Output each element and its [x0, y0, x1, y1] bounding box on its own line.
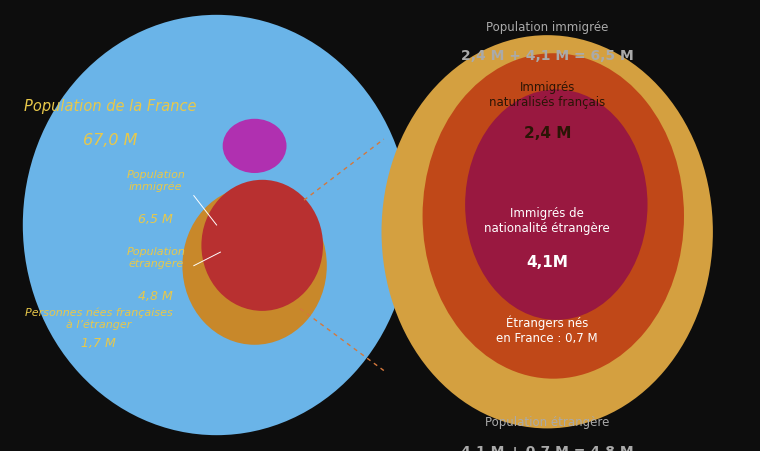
Ellipse shape — [382, 36, 713, 428]
Text: 4,1 M + 0,7 M = 4,8 M: 4,1 M + 0,7 M = 4,8 M — [461, 444, 634, 451]
Text: 4,8 M: 4,8 M — [138, 289, 173, 302]
Ellipse shape — [223, 120, 287, 174]
Text: Immigrés
naturalisés français: Immigrés naturalisés français — [489, 81, 605, 109]
Ellipse shape — [423, 54, 684, 379]
Ellipse shape — [182, 187, 327, 345]
Text: Population étrangère: Population étrangère — [485, 415, 610, 428]
Text: 2,4 M: 2,4 M — [524, 125, 571, 141]
Text: Immigrés de
nationalité étrangère: Immigrés de nationalité étrangère — [484, 207, 610, 235]
Ellipse shape — [201, 180, 323, 311]
Text: 6,5 M: 6,5 M — [138, 212, 173, 225]
Text: 67,0 M: 67,0 M — [83, 132, 138, 147]
Text: Population
étrangère: Population étrangère — [126, 246, 185, 268]
Text: 1,7 M: 1,7 M — [81, 336, 116, 349]
Text: Population immigrée: Population immigrée — [486, 21, 609, 33]
Ellipse shape — [465, 90, 648, 320]
Text: 4,1M: 4,1M — [526, 254, 568, 269]
Ellipse shape — [23, 16, 410, 435]
Text: Population de la France: Population de la France — [24, 98, 196, 114]
Text: Personnes nées françaises
à l’étranger: Personnes nées françaises à l’étranger — [25, 307, 173, 329]
Text: Étrangers nés
en France : 0,7 M: Étrangers nés en France : 0,7 M — [496, 314, 598, 344]
Text: 2,4 M + 4,1 M = 6,5 M: 2,4 M + 4,1 M = 6,5 M — [461, 50, 634, 63]
Text: Population
immigrée: Population immigrée — [126, 169, 185, 192]
